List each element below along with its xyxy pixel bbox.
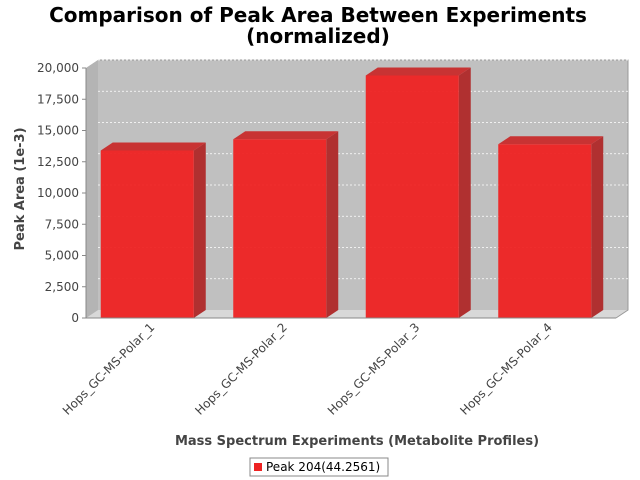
y-tick-label: 7,500 (45, 217, 79, 231)
bar-side (193, 142, 206, 318)
bar-front (498, 144, 592, 318)
bar-side (326, 131, 339, 318)
bar-top (365, 67, 471, 76)
bar-front (100, 150, 194, 318)
bars (100, 67, 604, 318)
y-tick-label: 2,500 (45, 280, 79, 294)
bar-side (591, 136, 604, 318)
plot-floor (86, 310, 628, 318)
x-tick-label: Hops_GC-MS-Polar_2 (192, 320, 290, 418)
y-tick-label: 10,000 (37, 186, 79, 200)
bar-front (365, 75, 459, 318)
plot-side-wall (86, 60, 98, 318)
legend-swatch (254, 463, 262, 471)
y-tick-label: 0 (71, 311, 79, 325)
x-tick-label: Hops_GC-MS-Polar_4 (457, 320, 555, 418)
y-tick-label: 15,000 (37, 124, 79, 138)
y-tick-label: 12,500 (37, 155, 79, 169)
bar-front (233, 139, 327, 318)
bar-side (458, 67, 471, 318)
legend: Peak 204(44.2561) (249, 457, 389, 477)
legend-label: Peak 204(44.2561) (266, 460, 380, 474)
bar (365, 67, 471, 318)
bar (233, 131, 339, 318)
y-tick-label: 5,000 (45, 249, 79, 263)
x-tick-label: Hops_GC-MS-Polar_3 (325, 320, 423, 418)
x-axis: Hops_GC-MS-Polar_1 Hops_GC-MS-Polar_2 Hops… (60, 317, 616, 418)
y-axis-title: Peak Area (1e-3) (13, 127, 28, 250)
plot-area (86, 59, 629, 319)
legend-box (249, 457, 389, 477)
y-axis: 0 2,500 5,000 7,500 10,000 12,500 15,000 17,500… (37, 61, 87, 325)
y-tick-label: 20,000 (37, 61, 79, 75)
chart-subtitle: (normalized) (246, 24, 390, 48)
x-tick-label: Hops_GC-MS-Polar_1 (60, 320, 158, 418)
plot-wall (86, 60, 628, 318)
chart-title: Comparison of Peak Area Between Experime… (49, 3, 587, 27)
bar (498, 136, 604, 318)
bar-top (233, 131, 339, 140)
bar-top (100, 142, 206, 151)
bar (100, 142, 206, 318)
x-axis-title: Mass Spectrum Experiments (Metabolite Pr… (175, 434, 539, 449)
bar-top (498, 136, 604, 145)
y-tick-label: 17,500 (37, 92, 79, 106)
